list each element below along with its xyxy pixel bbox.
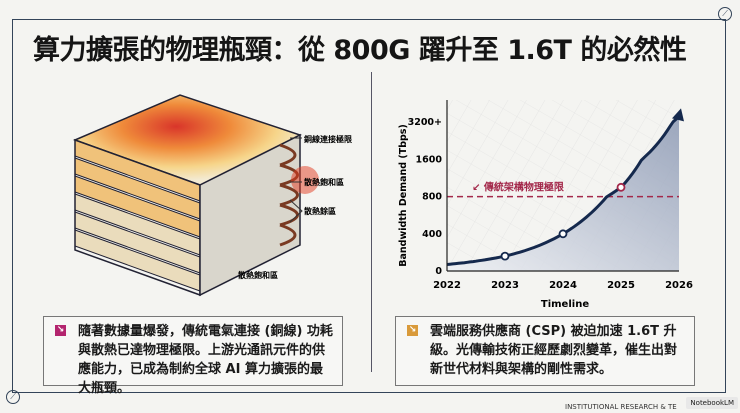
slide-frame bbox=[12, 19, 726, 393]
x-axis-label: Timeline bbox=[541, 299, 589, 310]
insight-text: 雲端服務供應商 (CSP) 被迫加速 1.6T 升級。光傳輸技術正經歷劇烈變革，… bbox=[430, 324, 678, 377]
y-tick-label: 3200+ bbox=[408, 117, 442, 128]
divider bbox=[371, 72, 372, 372]
rack-label: 散熱飽和區 bbox=[304, 177, 344, 187]
x-tick-label: 2024 bbox=[549, 280, 577, 291]
insight-box-left: ↘ 隨著數據量爆發，傳統電氣連接 (銅線) 功耗與散熱已達物理極限。上游光通訊元… bbox=[43, 316, 343, 396]
server-rack-illustration: 銅線連接極限 散熱飽和區 散熱餘區 散熱飽和區 bbox=[72, 94, 352, 297]
arrow-icon: ↘ bbox=[55, 325, 66, 336]
arrow-icon: ↘ bbox=[407, 325, 418, 336]
page-title: 算力擴張的物理瓶頸：從 800G 躍升至 1.6T 的必然性 bbox=[33, 35, 687, 66]
insight-box-right: ↘ 雲端服務供應商 (CSP) 被迫加速 1.6T 升級。光傳輸技術正經歷劇烈變… bbox=[395, 316, 695, 386]
y-tick-label: 800 bbox=[422, 192, 442, 203]
data-point bbox=[500, 251, 510, 261]
compass-icon: ⟋ bbox=[6, 390, 20, 404]
x-tick-label: 2025 bbox=[607, 280, 635, 291]
footer-text: INSTITUTIONAL RESEARCH & TE bbox=[565, 403, 677, 411]
compass-icon: ⟋ bbox=[718, 7, 732, 21]
area-fill bbox=[447, 116, 679, 272]
x-tick-label: 2022 bbox=[433, 280, 461, 291]
arrowhead-icon bbox=[672, 108, 684, 122]
y-tick-label: 400 bbox=[422, 229, 442, 240]
bandwidth-chart: ↙ 傳統架構物理極限 0 400 800 1600 3200+ 2022 2023 2024 20… bbox=[398, 100, 693, 310]
rack-label: 散熱餘區 bbox=[304, 206, 336, 216]
notebooklm-badge: NotebookLM bbox=[686, 397, 738, 409]
y-tick-label: 0 bbox=[435, 266, 442, 277]
rack-label: 銅線連接極限 bbox=[304, 134, 352, 144]
rack-label: 散熱飽和區 bbox=[238, 270, 278, 280]
insight-text: 隨著數據量爆發，傳統電氣連接 (銅線) 功耗與散熱已達物理極限。上游光通訊元件的… bbox=[78, 324, 333, 396]
data-point bbox=[616, 182, 626, 192]
data-point bbox=[558, 229, 568, 239]
x-tick-label: 2026 bbox=[665, 280, 693, 291]
threshold-label: ↙ 傳統架構物理極限 bbox=[472, 181, 565, 194]
x-tick-label: 2023 bbox=[491, 280, 519, 291]
y-axis-label: Bandwidth Demand (Tbps) bbox=[398, 124, 409, 267]
y-tick-label: 1600 bbox=[416, 154, 443, 165]
